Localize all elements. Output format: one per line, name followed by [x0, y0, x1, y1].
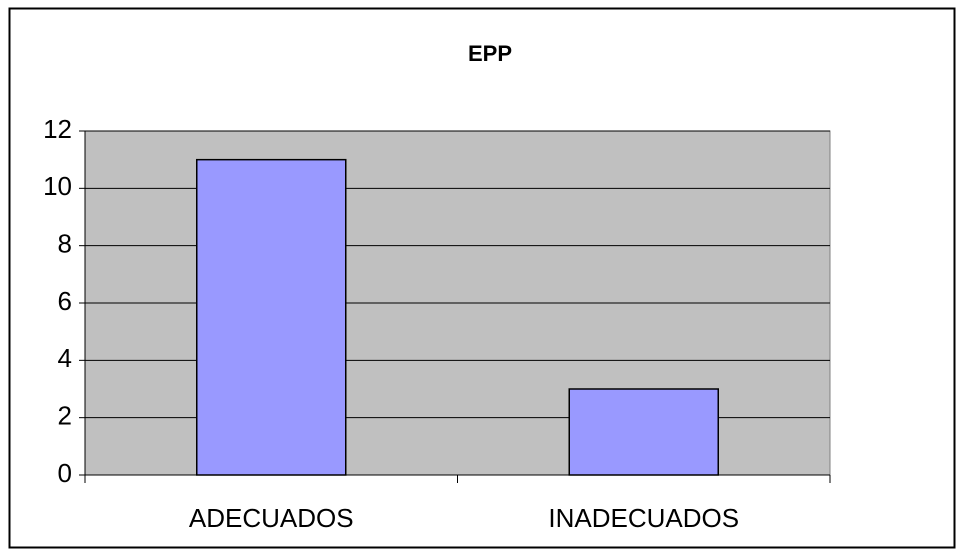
bar — [568, 388, 719, 476]
bar — [196, 158, 347, 476]
y-tick-label: 12 — [43, 114, 72, 144]
y-tick-label: 10 — [43, 171, 72, 201]
y-tick-label: 8 — [58, 229, 72, 259]
y-tick-label: 0 — [58, 458, 72, 488]
chart-title: EPP — [468, 41, 512, 66]
y-tick-label: 6 — [58, 286, 72, 316]
y-tick-label: 4 — [58, 343, 72, 373]
x-tick-label: ADECUADOS — [189, 503, 354, 533]
y-tick-label: 2 — [58, 401, 72, 431]
x-tick-label: INADECUADOS — [548, 503, 739, 533]
